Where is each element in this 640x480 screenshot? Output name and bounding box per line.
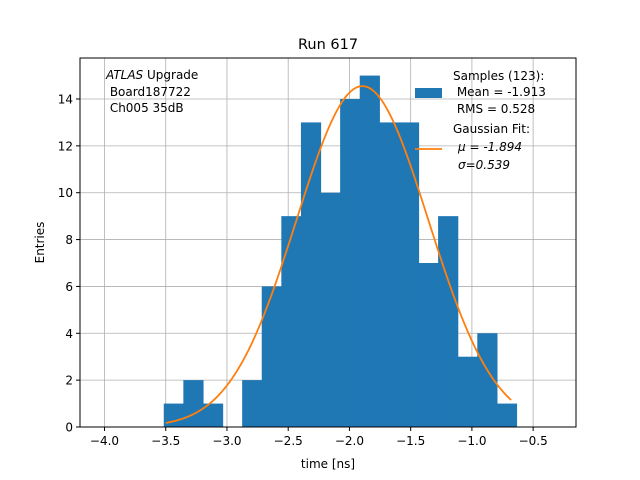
histogram-bar [261,286,282,427]
x-tick-label: −1.5 [396,434,425,448]
y-tick-label: 14 [58,93,73,107]
annotation-line-1: ATLAS Upgrade [105,68,198,82]
y-tick-label: 10 [58,186,73,200]
x-axis-ticks: −4.0 −3.5 −3.0 −2.5 −2.0 −1.5 −1.0 −0.5 [90,427,548,448]
histogram-bar [379,122,400,427]
histogram-bar [477,333,498,427]
x-tick-label: −2.0 [335,434,364,448]
y-tick-label: 12 [58,139,73,153]
y-tick-label: 2 [65,374,73,388]
y-axis-label: Entries [33,222,47,264]
histogram-bar [183,380,204,427]
histogram-bar [202,403,224,427]
legend-samples-title: Samples (123): [453,69,544,83]
x-tick-label: −4.0 [90,434,119,448]
atlas-label: ATLAS [105,68,144,82]
legend-samples-mean: Mean = -1.913 [453,85,546,99]
legend-fit-sigma: σ=0.539 [458,158,510,172]
histogram-bar [359,75,380,428]
histogram-bar [300,122,322,427]
chart-title: Run 617 [298,37,358,53]
histogram-bar [340,99,361,427]
x-tick-label: −3.5 [151,434,180,448]
legend-fit-title: Gaussian Fit: [453,122,530,136]
upgrade-label: Upgrade [143,68,198,82]
y-axis-ticks: 0 2 4 6 8 10 12 14 [58,93,80,435]
legend-samples-swatch [415,88,442,98]
legend: Samples (123): Mean = -1.913 RMS = 0.528… [415,69,546,172]
y-tick-label: 6 [65,280,73,294]
histogram-bars [163,75,518,428]
y-tick-label: 4 [65,327,73,341]
x-tick-label: −1.0 [457,434,486,448]
atlas-annotation: ATLAS Upgrade Board187722 Ch005 35dB [105,68,198,115]
legend-samples-rms: RMS = 0.528 [453,102,535,116]
histogram-bar [457,356,478,427]
annotation-channel: Ch005 35dB [106,101,184,115]
x-axis-label: time [ns] [301,457,355,471]
histogram-bar [398,122,420,427]
x-tick-label: −2.5 [274,434,303,448]
histogram-bar [242,380,263,427]
histogram-bar [438,216,459,427]
y-tick-label: 8 [65,233,73,247]
histogram-bar [163,403,184,427]
y-tick-label: 0 [65,421,73,435]
histogram-bar [320,192,341,427]
histogram-bar [418,263,439,427]
annotation-board: Board187722 [106,85,191,99]
histogram-bar [281,216,302,427]
x-tick-label: −3.0 [212,434,241,448]
legend-fit-mu: μ = -1.894 [457,140,522,154]
x-tick-label: −0.5 [519,434,548,448]
histogram-bar [496,403,518,427]
gaussian-fit-curve [165,85,512,424]
plot-frame [79,57,577,428]
